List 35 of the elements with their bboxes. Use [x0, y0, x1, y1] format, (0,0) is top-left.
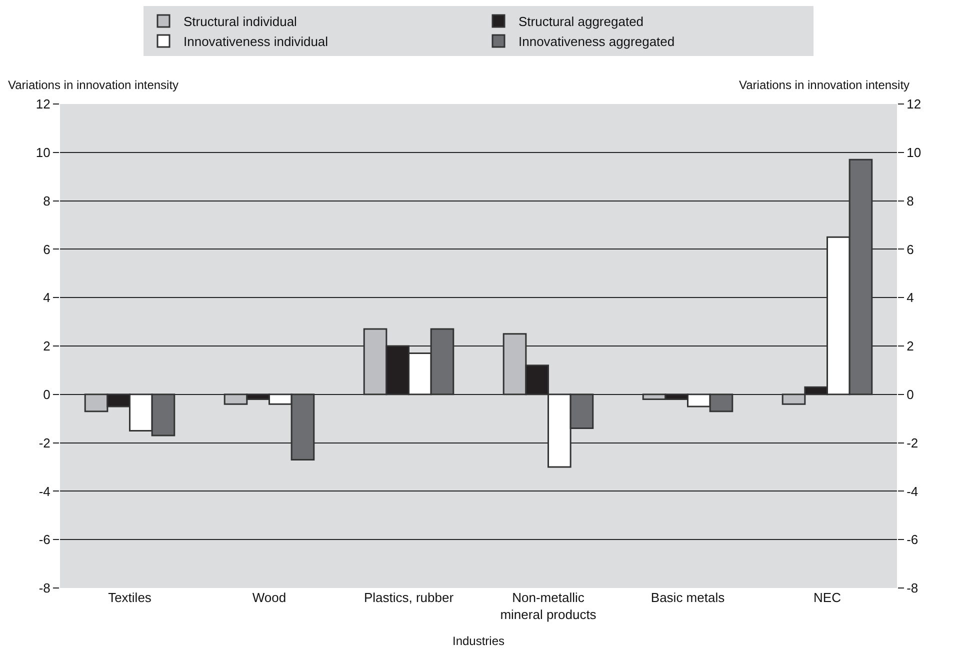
legend-label: Innovativeness aggregated: [518, 34, 675, 50]
legend-label: Structural aggregated: [518, 14, 644, 30]
y2-tick-label: 8: [906, 193, 914, 208]
x-tick-label: Non-metallic mineral products: [500, 590, 597, 622]
y2-tick-label: -4: [906, 484, 918, 499]
y-tick-label: 6: [43, 242, 50, 257]
y2-axis-title: Variations in innovation intensity: [739, 78, 910, 92]
legend-label: Structural individual: [184, 14, 298, 30]
y-tick-label: -6: [38, 532, 50, 548]
y-tick-label: -2: [38, 435, 50, 450]
y2-tick-label: -2: [906, 435, 918, 450]
x-tick-label: Plastics, rubber: [364, 590, 454, 605]
y2-tick-label: 12: [906, 96, 922, 112]
y2-tick-label: 10: [906, 144, 922, 160]
y-tick-label: 0: [43, 386, 50, 402]
y-tick-label: 2: [43, 338, 50, 354]
y-tick-label: -4: [38, 484, 50, 499]
x-tick-label: Wood: [252, 590, 286, 605]
y-tick-label: 8: [43, 193, 50, 208]
y2-tick-label: 4: [906, 290, 914, 306]
y-tick-label: 4: [43, 290, 50, 306]
y-tick-label: -8: [38, 580, 50, 596]
x-tick-label: Basic metals: [650, 590, 726, 605]
y-tick-label: 10: [36, 144, 50, 160]
y-tick-label: 12: [36, 96, 50, 112]
x-axis-title: Industries: [452, 634, 505, 648]
y2-tick-label: 6: [906, 242, 914, 257]
x-tick-label: Textiles: [108, 590, 152, 605]
x-tick-label: NEC: [814, 590, 841, 605]
y-axis-title: Variations in innovation intensity: [8, 78, 179, 92]
legend-label: Innovativeness individual: [184, 34, 328, 50]
y2-tick-label: 0: [906, 386, 914, 402]
y2-tick-label: -8: [906, 580, 918, 596]
y2-tick-label: 2: [906, 338, 914, 354]
y2-tick-label: -6: [906, 532, 918, 548]
